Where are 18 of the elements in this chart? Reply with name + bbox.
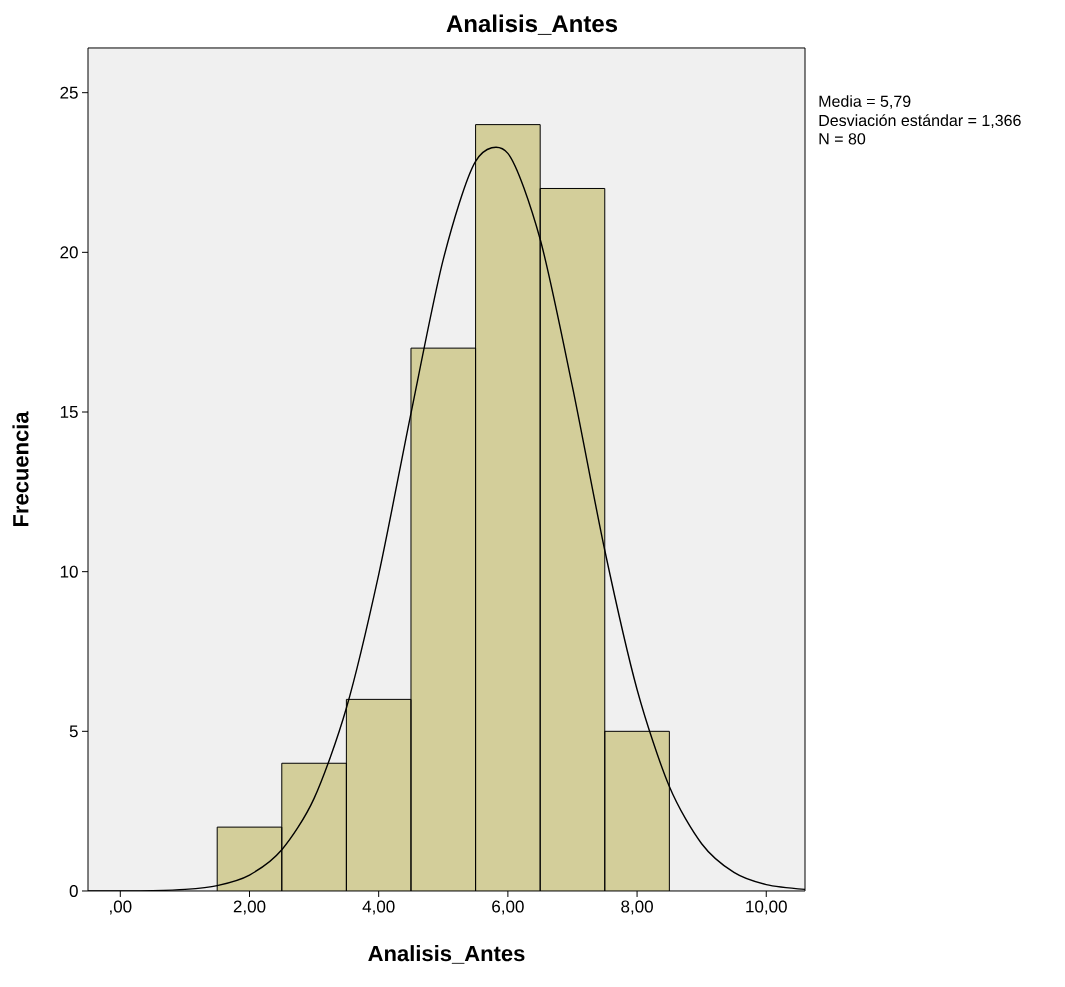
x-tick-label: 8,00: [621, 900, 653, 915]
text: Media = 5,79: [819, 95, 911, 109]
y-tick-label: 10: [60, 565, 78, 578]
text: N = 80: [819, 133, 866, 145]
y-tick-label: 25: [60, 86, 78, 99]
x-tick-label: 10,00: [746, 900, 787, 915]
x-axis-title: Analisis_Antes: [368, 945, 525, 964]
y-tick-label: 5: [69, 725, 78, 738]
y-tick-label: 20: [60, 246, 78, 259]
x-tick-label: ,00: [110, 900, 132, 915]
x-tick-label: 4,00: [362, 900, 395, 915]
x-tick-label: 6,00: [492, 900, 524, 915]
chart-title: Analisis_Antes: [446, 14, 618, 35]
x-tick-label: 2,00: [233, 900, 266, 915]
y-axis-title: Frecuencia: [12, 411, 29, 527]
y-tick-label: 0: [69, 884, 78, 898]
text: Desviación estándar = 1,366: [819, 114, 1021, 129]
y-tick-label: 15: [60, 406, 78, 418]
